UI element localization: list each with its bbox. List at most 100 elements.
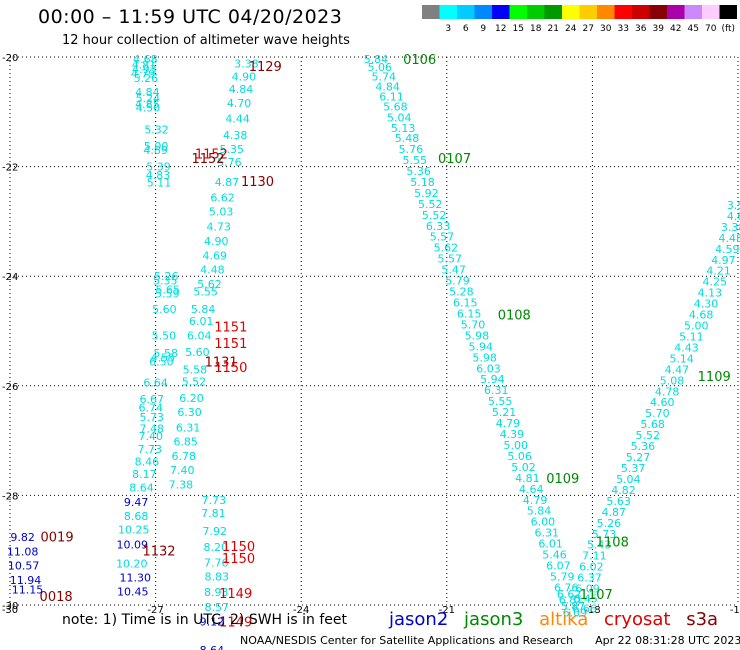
wave-height-point: 5.62 (197, 278, 222, 291)
wave-height-point: 10.25 (118, 523, 150, 536)
chart-subtitle: 12 hour collection of altimeter wave hei… (62, 33, 350, 48)
wave-height-point: 4.73 (206, 220, 231, 233)
wave-height-point: 5.79 (550, 571, 575, 584)
scale-swatch (562, 5, 580, 19)
wave-height-point: 4.70 (227, 97, 252, 110)
wave-height-point: 4.83 (146, 169, 171, 182)
wave-height-point: 5.35 (153, 275, 178, 288)
wave-height-point: 4.47 (665, 363, 690, 376)
scale-label: (ft) (721, 24, 735, 34)
wave-height-point: 4.68 (689, 309, 714, 322)
y-tick-label: -30 (2, 601, 18, 612)
legend-altika: altika (539, 609, 589, 630)
wave-height-point: 6.15 (453, 297, 478, 310)
scale-label: 42 (670, 24, 681, 34)
wave-height-point: 5.70 (645, 407, 670, 420)
scale-label: 12 (495, 24, 506, 34)
pass-id-label: 1151 (214, 321, 247, 336)
wave-height-point: 6.85 (173, 436, 198, 449)
wave-height-point: 5.39 (146, 161, 171, 174)
wave-height-point: 5.68 (640, 418, 665, 431)
wave-height-point: 5.52 (182, 375, 207, 388)
scale-label: 9 (480, 24, 486, 34)
wave-height-point: 6.74 (138, 402, 163, 415)
scale-swatch (509, 5, 527, 19)
scale-swatch (667, 5, 685, 19)
pass-id-label: 1152 (195, 147, 228, 162)
pass-id-label: 1151 (214, 337, 247, 352)
pass-id-label: 0108 (498, 309, 531, 324)
wave-height-point: 11.30 (119, 572, 151, 585)
timestamp-text: Apr 22 08:31:28 UTC 2023 (595, 634, 740, 647)
wave-height-point: 4.59 (715, 243, 740, 256)
wave-height-point: 5.04 (387, 111, 412, 124)
wave-height-point: 10.45 (117, 585, 149, 598)
scale-swatch (527, 5, 545, 19)
scale-swatch (597, 5, 615, 19)
wave-height-point: 6.31 (484, 384, 509, 397)
wave-height-point: 11.94 (10, 574, 42, 587)
pass-id-label: 1150 (222, 540, 255, 555)
scale-label: 36 (635, 24, 647, 34)
wave-height-point: 5.36 (406, 165, 431, 178)
credit-text: NOAA/NESDIS Center for Satellite Applica… (240, 634, 574, 647)
wave-height-point: 9.12 (200, 615, 225, 628)
wave-height-point: 6.09 (575, 583, 600, 596)
x-tick-label: -18 (584, 605, 600, 616)
pass-id-label: 1130 (241, 175, 274, 190)
wave-height-point: 5.26 (597, 517, 622, 530)
wave-height-point: 5.84 (191, 303, 216, 316)
wave-height-point: 5.14 (669, 352, 694, 365)
wave-height-point: 8.83 (205, 571, 230, 584)
pass-id-label: 1132 (142, 545, 175, 560)
wave-height-point: 6.11 (379, 90, 404, 103)
wave-height-point: 5.24 (136, 92, 161, 105)
wave-height-point: 4.39 (500, 428, 525, 441)
wave-height-point: 5.28 (449, 286, 474, 299)
wave-height-point: 7.92 (203, 525, 228, 538)
wave-height-point: 4.79 (131, 67, 156, 80)
scale-swatch (474, 5, 492, 19)
wave-height-point: 5.27 (626, 451, 651, 464)
wave-height-point: 5.48 (395, 132, 420, 145)
wave-height-point: 5.58 (154, 347, 179, 360)
scale-label: 6 (463, 24, 469, 34)
wave-height-point: 8.64 (200, 644, 225, 650)
scale-swatch (422, 5, 440, 19)
wave-height-point: 11.08 (7, 545, 39, 558)
wave-height-point: 5.02 (511, 461, 536, 474)
wave-height-point: 6.62 (210, 191, 235, 204)
wave-height-point: 3.5 (727, 199, 740, 212)
wave-height-point: 5.55 (488, 395, 513, 408)
wave-height-point: 4.90 (232, 71, 257, 84)
wave-height-point: 4.60 (650, 396, 675, 409)
x-tick-label: -21 (439, 605, 455, 616)
wave-height-point: 11.15 (12, 584, 44, 597)
scale-label: 3 (445, 24, 451, 34)
wave-height-point: 8.93 (204, 586, 229, 599)
wave-height-point: 5.59 (155, 288, 180, 301)
wave-height-point: 6.67 (139, 393, 164, 406)
satellite-legend: jason2 jason3 altika cryosat s3a (389, 609, 728, 630)
color-scale: 3 6 9 12 15 18 21 24 27 30 33 36 39 42 45 70 (ft) (422, 5, 737, 34)
wave-height-point: 4.21 (706, 265, 731, 278)
wave-height-point: 4.50 (136, 101, 161, 114)
wave-height-point: 5.57 (430, 231, 455, 244)
wave-height-point: 4.30 (694, 298, 719, 311)
wave-height-point: 6.00 (531, 516, 556, 529)
y-tick-label: -26 (2, 382, 18, 393)
wave-height-point: 6.02 (579, 561, 604, 574)
wave-height-point: 5.37 (621, 462, 646, 475)
y-tick-label: -20 (2, 53, 18, 64)
wave-height-point: 5.50 (152, 329, 177, 342)
scale-swatch (457, 5, 475, 19)
legend-cryosat: cryosat (604, 609, 671, 630)
wave-height-point: 9.47 (124, 496, 149, 509)
wave-height-point: 5.18 (410, 176, 435, 189)
wave-height-point: 5.08 (660, 374, 685, 387)
wave-height-point: 5.11 (679, 330, 704, 343)
wave-height-point: 5.76 (217, 156, 242, 169)
wave-height-point: 6.31 (176, 421, 201, 434)
pass-id-label: 0018 (40, 590, 73, 605)
wave-height-point: 5.06 (507, 450, 532, 463)
